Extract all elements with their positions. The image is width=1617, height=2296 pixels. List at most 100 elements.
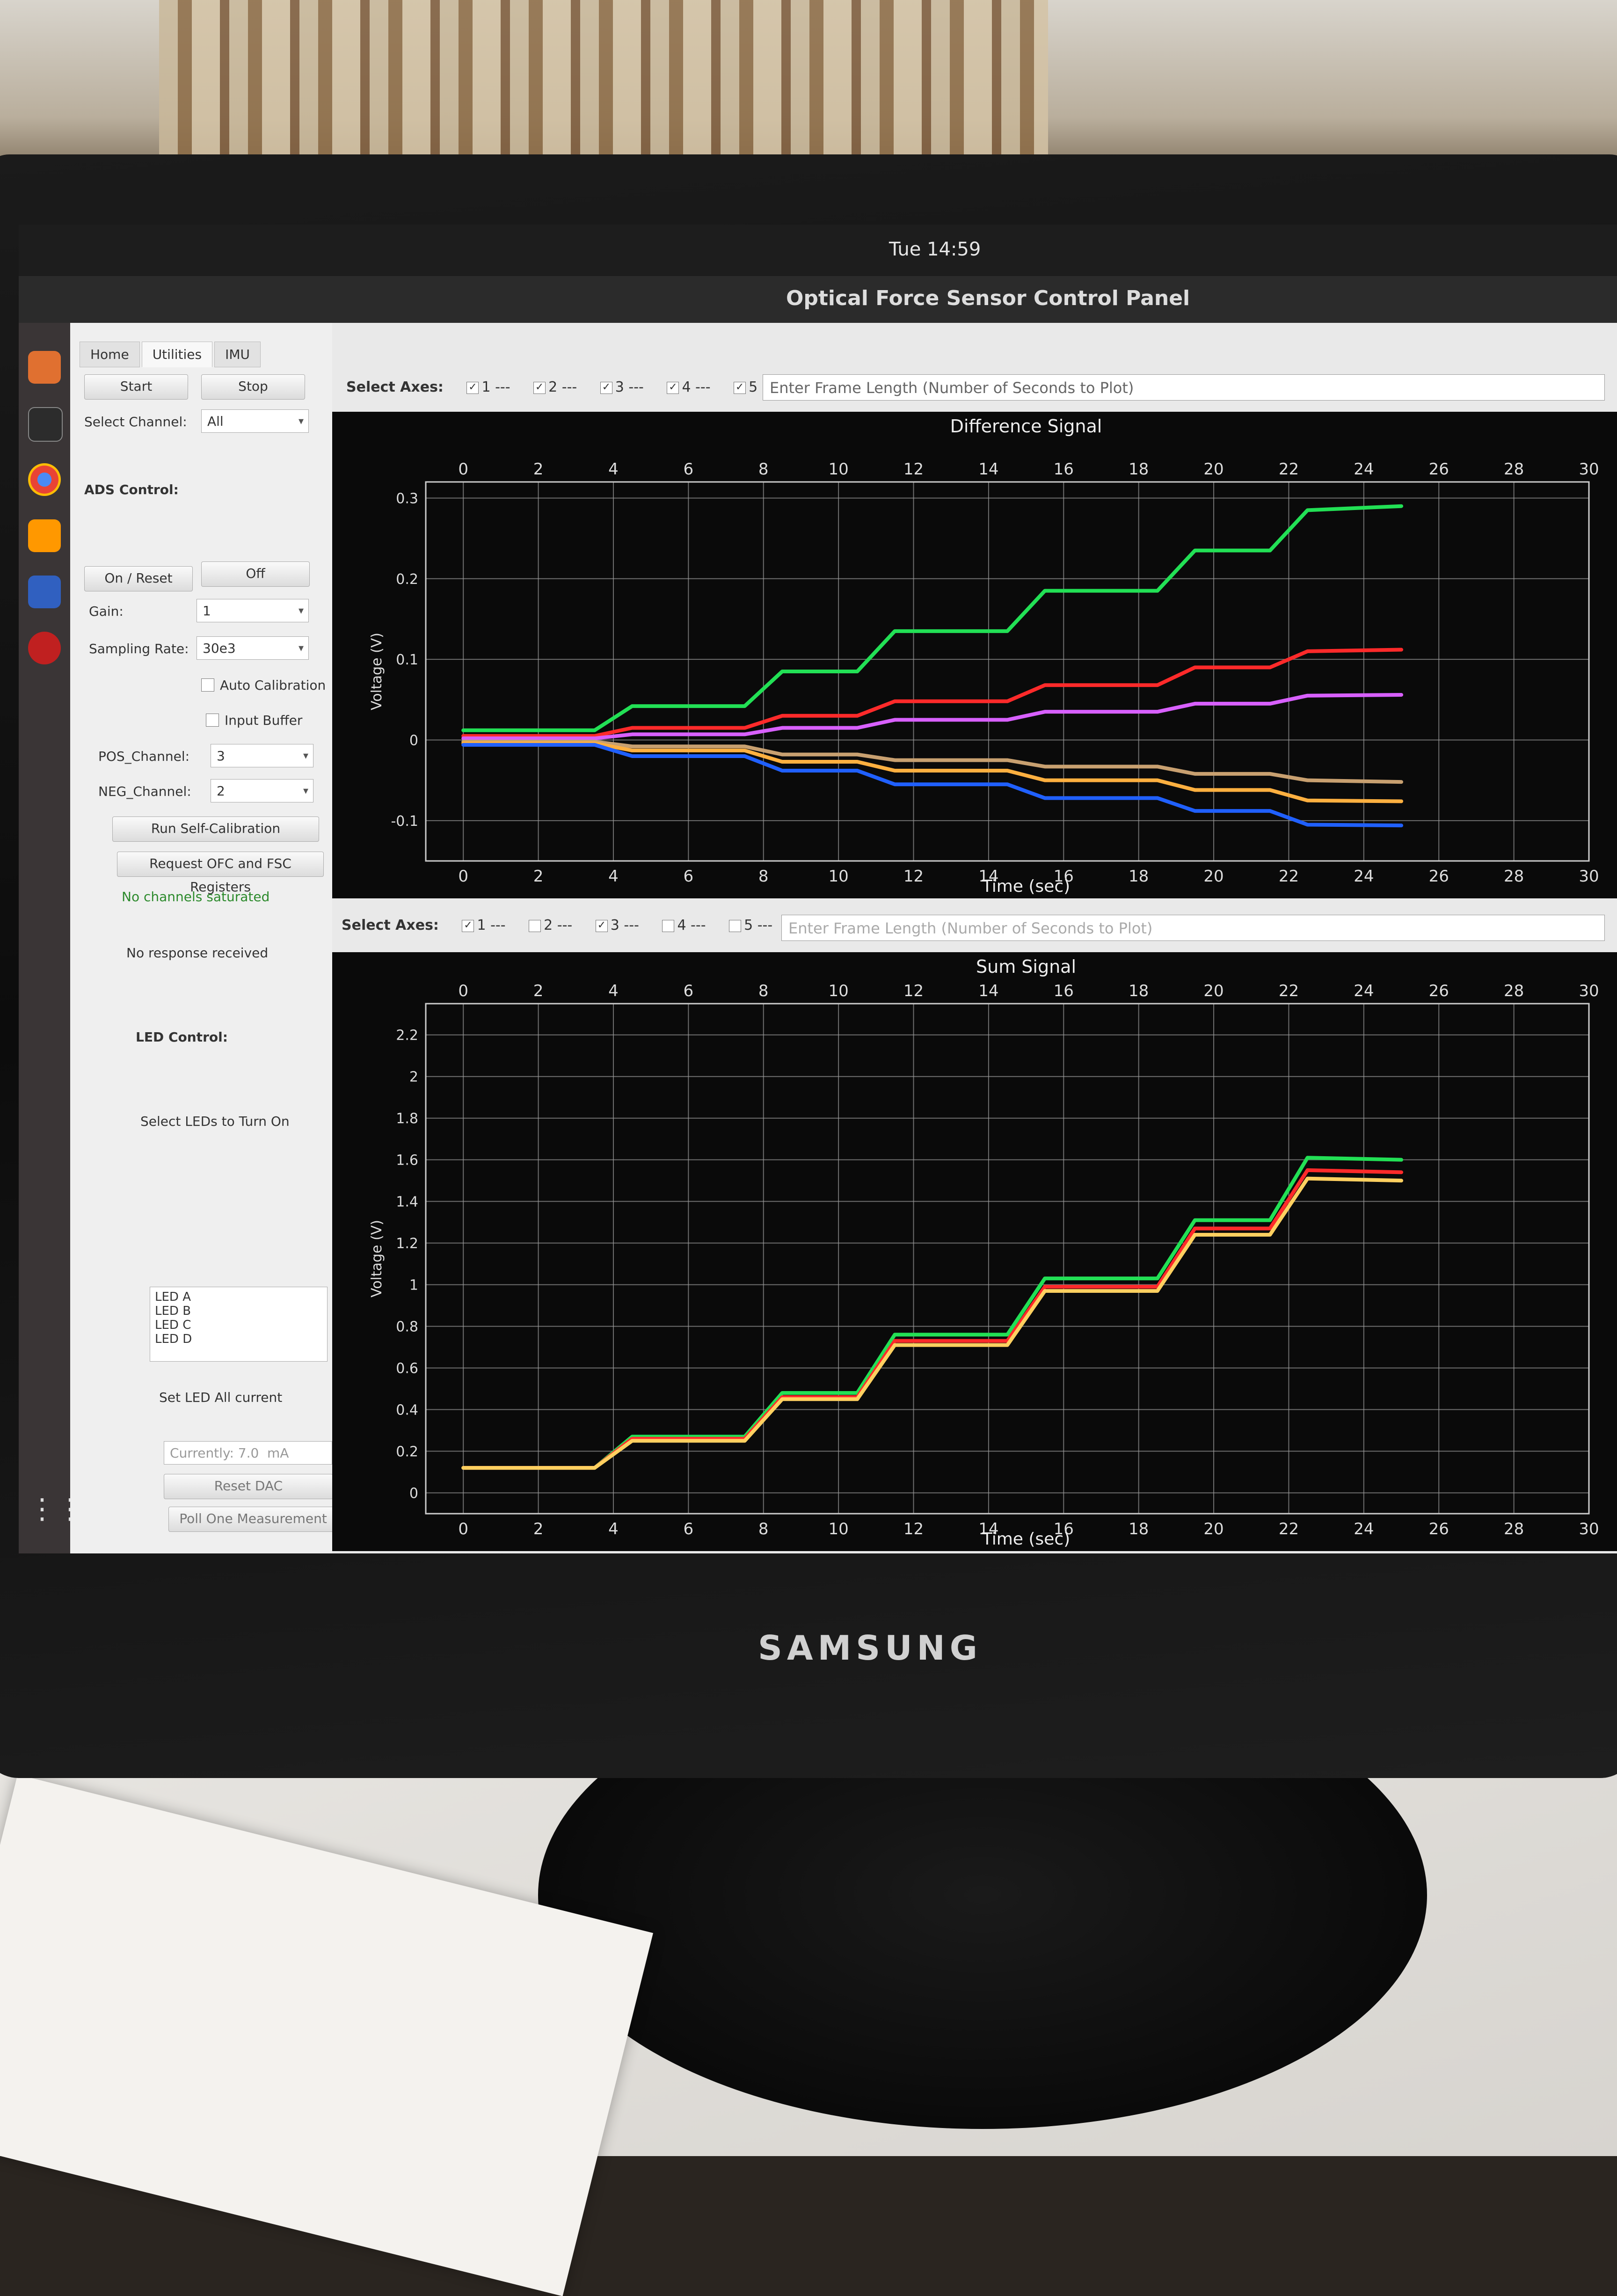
x-tick-label: 12 [903,1520,924,1538]
chevron-down-icon: ▾ [303,750,308,762]
x-tick-label: 24 [1354,1520,1374,1538]
on-reset-button[interactable]: On / Reset [84,566,193,591]
axis-toggle-4[interactable]: 4 --- [662,917,706,933]
axis-toggle-label: 2 --- [548,379,577,395]
x-tick-label: 2 [533,867,544,886]
axis-checkbox[interactable] [529,919,541,932]
input-buffer-label: Input Buffer [225,713,303,728]
axis-toggle-4[interactable]: ✓ 4 --- [667,379,711,395]
chrome-icon[interactable] [28,463,61,496]
neg-channel-dropdown[interactable]: 2 ▾ [211,779,313,802]
axis-toggle-5[interactable]: 5 --- [729,917,772,933]
axis-toggle-3[interactable]: ✓ 3 --- [595,917,639,933]
saturation-status: No channels saturated [122,889,270,904]
x-tick-label: 18 [1129,1520,1149,1538]
tab-utilities[interactable]: Utilities [141,342,213,367]
x-tick-label-top: 22 [1279,982,1299,1000]
x-tick-label-top: 30 [1579,982,1599,1000]
x-tick-label: 10 [828,1520,848,1538]
chevron-down-icon: ▾ [298,415,304,427]
x-tick-label: 14 [978,1520,998,1538]
y-tick-label: 2 [409,1069,418,1086]
request-registers-button[interactable]: Request OFC and FSC Registers [117,852,324,895]
axis-toggle-label: 1 --- [481,379,510,395]
axis-toggle-1[interactable]: ✓ 1 --- [466,379,510,395]
tab-home[interactable]: Home [80,342,140,367]
y-tick-label: 0.2 [396,571,418,588]
axis-checkbox[interactable]: ✓ [533,381,546,394]
axis-checkbox[interactable]: ✓ [600,381,612,394]
input-buffer-checkbox[interactable] [206,714,219,727]
axis-checkbox[interactable] [729,919,742,932]
x-tick-label: 8 [758,867,769,886]
axis-checkbox[interactable]: ✓ [667,381,679,394]
terminal-icon[interactable] [28,407,63,442]
gain-value: 1 [203,603,211,619]
axis-toggle-label: 4 --- [682,379,711,395]
x-tick-label: 16 [1054,1520,1074,1538]
axis-checkbox[interactable]: ✓ [466,381,479,394]
axis-checkbox[interactable]: ✓ [734,381,746,394]
led-current-value: Currently: 7.0 [170,1445,259,1461]
x-tick-label-top: 22 [1279,460,1299,479]
series-line-green [461,1156,1404,1470]
x-axis-label: Time (sec) [982,877,1070,896]
x-tick-label-top: 20 [1203,460,1224,479]
y-tick-label: -0.1 [391,813,418,830]
axis-toggle-2[interactable]: ✓ 2 --- [533,379,577,395]
led-current-input[interactable]: Currently: 7.0 mA [164,1441,332,1465]
tab-imu[interactable]: IMU [214,342,261,367]
axis-toggle-label: 5 --- [744,917,773,933]
x-tick-label: 26 [1429,1520,1449,1538]
window-title-bar[interactable]: Optical Force Sensor Control Panel ▢ Unk… [19,276,1617,350]
axis-checkbox[interactable]: ✓ [462,919,474,932]
launcher-dock: ⋮⋮ [19,323,84,1553]
axis-toggle-2[interactable]: 2 --- [529,917,572,933]
select-channel-value: All [207,414,224,429]
axis-toggle-label: 3 --- [615,379,644,395]
list-item[interactable]: LED C [155,1318,191,1332]
x-tick-label-top: 24 [1354,460,1374,479]
matlab-icon[interactable] [28,576,61,608]
axis-toggle-1[interactable]: ✓ 1 --- [462,917,506,933]
off-button[interactable]: Off [201,561,310,587]
list-item[interactable]: LED B [155,1304,191,1318]
list-item[interactable]: LED A [155,1290,191,1304]
axis-toggle-3[interactable]: ✓ 3 --- [600,379,644,395]
show-apps-icon[interactable]: ⋮⋮ [28,1493,84,1525]
pos-channel-dropdown[interactable]: 3 ▾ [211,744,313,767]
x-tick-label: 8 [758,1520,769,1538]
auto-calibration-checkbox[interactable] [201,678,214,692]
start-button[interactable]: Start [84,374,188,400]
run-self-calibration-button[interactable]: Run Self-Calibration [112,816,319,842]
sublime-icon[interactable] [28,519,61,552]
x-tick-label: 28 [1504,1520,1524,1538]
bookshelf [159,0,1048,168]
axis-checkbox[interactable]: ✓ [595,919,608,932]
system-clock[interactable]: Tue 14:59 [889,239,981,260]
x-tick-label-top: 18 [1129,460,1149,479]
series-line-red [461,648,1404,738]
reset-dac-button[interactable]: Reset DAC [164,1474,333,1499]
set-led-current-label: Set LED All current [159,1390,283,1405]
y-tick-label: 1 [409,1277,418,1294]
select-channel-dropdown[interactable]: All ▾ [201,409,309,433]
frame-length-input-bottom[interactable]: Enter Frame Length (Number of Seconds to… [781,915,1605,941]
auto-calibration-label: Auto Calibration [220,678,326,693]
sampling-rate-dropdown[interactable]: 30e3 ▾ [197,636,309,660]
x-tick-label: 4 [608,1520,619,1538]
frame-length-input-top[interactable]: Enter Frame Length (Number of Seconds to… [763,374,1605,401]
list-item[interactable]: LED D [155,1332,192,1346]
x-tick-label-top: 10 [828,460,848,479]
y-tick-label: 0 [409,1486,418,1502]
gain-dropdown[interactable]: 1 ▾ [197,599,309,622]
poll-one-measurement-button[interactable]: Poll One Measurement [168,1507,338,1532]
axis-checkbox[interactable] [662,919,675,932]
files-icon[interactable] [28,351,61,384]
led-list[interactable]: LED A LED B LED C LED D [150,1287,328,1362]
stop-button[interactable]: Stop [201,374,305,400]
app-icon[interactable] [28,632,61,664]
response-status: No response received [126,945,269,961]
x-tick-label-top: 12 [903,460,924,479]
x-tick-label-top: 18 [1129,982,1149,1000]
